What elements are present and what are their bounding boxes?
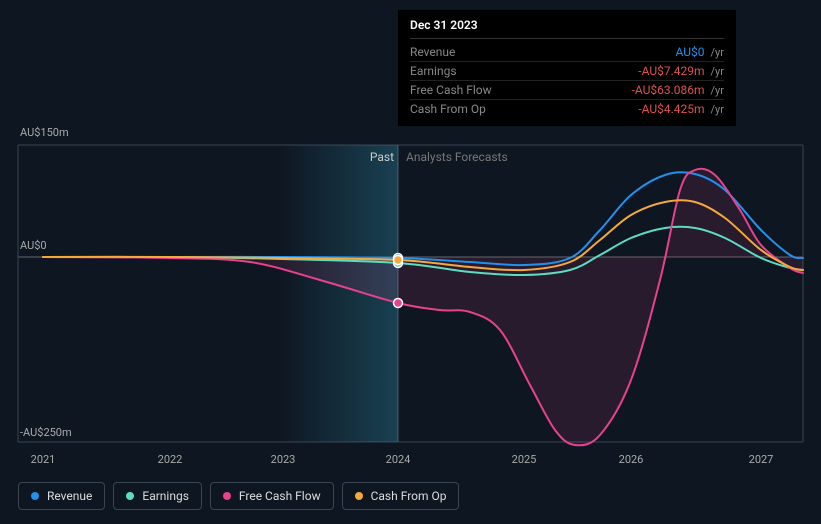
legend-label: Earnings bbox=[142, 489, 189, 503]
legend-item-cfo[interactable]: Cash From Op bbox=[342, 482, 460, 510]
past-label: Past bbox=[370, 150, 394, 164]
legend-label: Revenue bbox=[47, 489, 92, 503]
x-axis-label: 2025 bbox=[512, 453, 537, 466]
forecast-label: Analysts Forecasts bbox=[406, 150, 508, 164]
legend-dot-icon bbox=[126, 492, 134, 500]
legend-item-revenue[interactable]: Revenue bbox=[18, 482, 105, 510]
legend-item-fcf[interactable]: Free Cash Flow bbox=[210, 482, 334, 510]
x-axis-label: 2026 bbox=[619, 453, 644, 466]
legend-label: Cash From Op bbox=[371, 489, 447, 503]
marker-cfo bbox=[394, 256, 403, 265]
tooltip-value: -AU$63.086m bbox=[632, 83, 705, 97]
marker-fcf bbox=[394, 299, 403, 308]
chart-legend: Revenue Earnings Free Cash Flow Cash From O… bbox=[18, 482, 459, 510]
y-axis-label: -AU$250m bbox=[20, 426, 72, 439]
y-axis-label: AU$0 bbox=[20, 239, 47, 252]
tooltip-unit: /yr bbox=[711, 46, 724, 59]
x-axis-label: 2022 bbox=[158, 453, 183, 466]
legend-dot-icon bbox=[355, 492, 363, 500]
x-axis-label: 2021 bbox=[31, 453, 56, 466]
tooltip-row: Earnings-AU$7.429m/yr bbox=[410, 62, 724, 81]
tooltip-row: Free Cash Flow-AU$63.086m/yr bbox=[410, 81, 724, 100]
hover-tooltip: Dec 31 2023 RevenueAU$0/yrEarnings-AU$7.… bbox=[398, 10, 736, 126]
tooltip-label: Cash From Op bbox=[410, 102, 638, 116]
tooltip-label: Earnings bbox=[410, 64, 638, 78]
tooltip-unit: /yr bbox=[711, 65, 724, 78]
tooltip-value: -AU$4.425m bbox=[638, 102, 704, 116]
legend-item-earnings[interactable]: Earnings bbox=[113, 482, 202, 510]
y-axis-label: AU$150m bbox=[20, 126, 69, 139]
x-axis-label: 2027 bbox=[749, 453, 774, 466]
tooltip-label: Revenue bbox=[410, 45, 676, 59]
tooltip-value: AU$0 bbox=[676, 45, 705, 59]
x-axis-label: 2023 bbox=[271, 453, 296, 466]
tooltip-unit: /yr bbox=[711, 103, 724, 116]
legend-dot-icon bbox=[223, 492, 231, 500]
tooltip-unit: /yr bbox=[711, 84, 724, 97]
tooltip-value: -AU$7.429m bbox=[638, 64, 704, 78]
tooltip-row: RevenueAU$0/yr bbox=[410, 43, 724, 62]
tooltip-date: Dec 31 2023 bbox=[410, 18, 724, 39]
tooltip-row: Cash From Op-AU$4.425m/yr bbox=[410, 100, 724, 118]
legend-label: Free Cash Flow bbox=[239, 489, 321, 503]
legend-dot-icon bbox=[31, 492, 39, 500]
x-axis-label: 2024 bbox=[386, 453, 411, 466]
tooltip-label: Free Cash Flow bbox=[410, 83, 632, 97]
